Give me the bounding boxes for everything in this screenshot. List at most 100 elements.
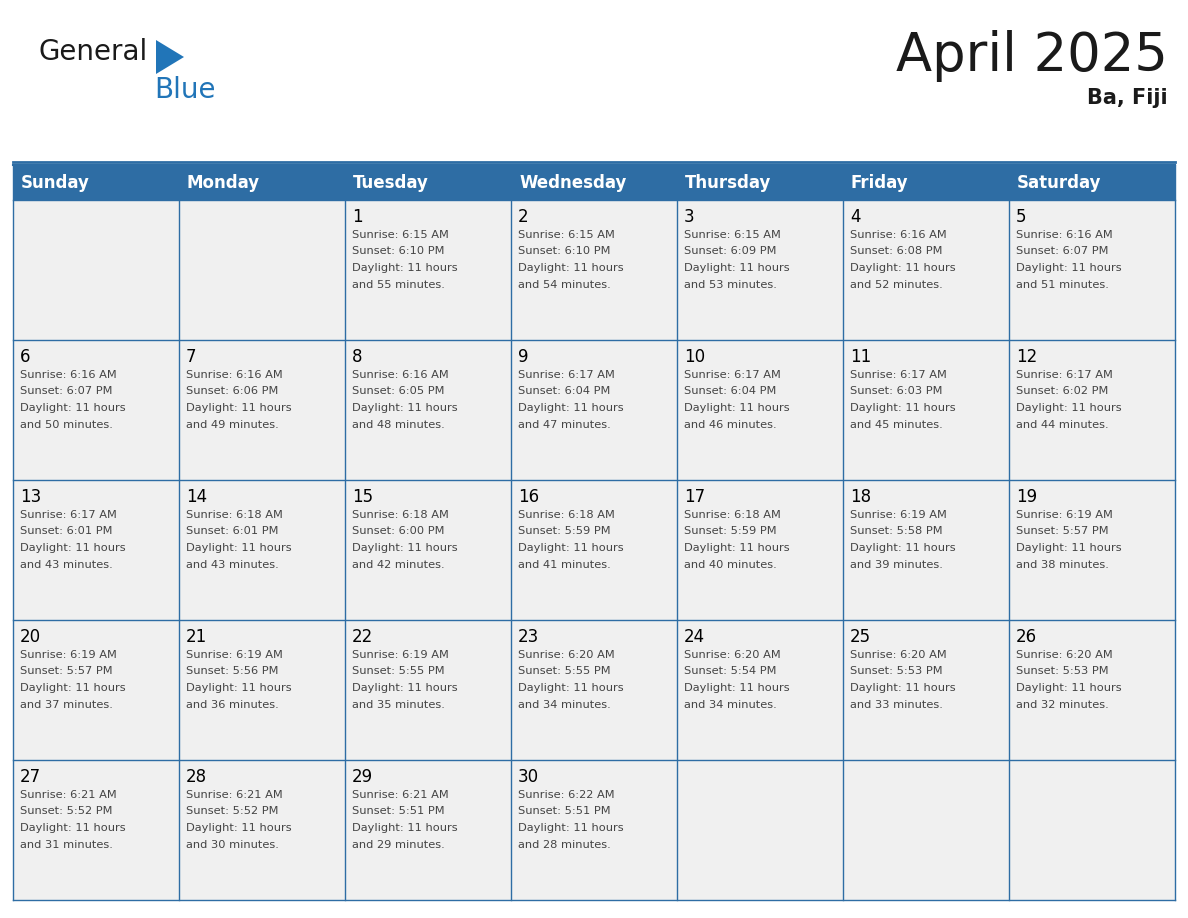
Text: Sunset: 5:57 PM: Sunset: 5:57 PM — [20, 666, 113, 677]
Text: 16: 16 — [518, 488, 539, 506]
Text: Daylight: 11 hours: Daylight: 11 hours — [20, 403, 126, 413]
Text: and 29 minutes.: and 29 minutes. — [352, 839, 444, 849]
Bar — [13, 760, 179, 900]
Text: Daylight: 11 hours: Daylight: 11 hours — [1016, 403, 1121, 413]
Bar — [677, 620, 843, 760]
Text: Sunset: 6:03 PM: Sunset: 6:03 PM — [849, 386, 942, 397]
Text: Wednesday: Wednesday — [519, 174, 626, 192]
Text: Monday: Monday — [187, 174, 260, 192]
Text: 25: 25 — [849, 628, 871, 646]
Text: Sunrise: 6:17 AM: Sunrise: 6:17 AM — [20, 510, 116, 520]
Text: 1: 1 — [352, 208, 362, 226]
Text: Sunrise: 6:17 AM: Sunrise: 6:17 AM — [1016, 370, 1113, 380]
Bar — [13, 620, 179, 760]
Bar — [345, 200, 511, 340]
Text: 20: 20 — [20, 628, 42, 646]
Text: 14: 14 — [187, 488, 207, 506]
Text: Sunset: 6:07 PM: Sunset: 6:07 PM — [20, 386, 113, 397]
Text: Sunset: 6:02 PM: Sunset: 6:02 PM — [1016, 386, 1108, 397]
Text: Sunset: 5:59 PM: Sunset: 5:59 PM — [518, 527, 611, 536]
Text: 22: 22 — [352, 628, 373, 646]
Text: Sunrise: 6:21 AM: Sunrise: 6:21 AM — [187, 790, 283, 800]
Text: Daylight: 11 hours: Daylight: 11 hours — [684, 403, 790, 413]
Text: Blue: Blue — [154, 76, 215, 104]
Text: Daylight: 11 hours: Daylight: 11 hours — [1016, 543, 1121, 553]
Bar — [345, 340, 511, 480]
Text: and 34 minutes.: and 34 minutes. — [684, 700, 777, 710]
Text: Daylight: 11 hours: Daylight: 11 hours — [1016, 683, 1121, 693]
Text: and 36 minutes.: and 36 minutes. — [187, 700, 279, 710]
Text: Friday: Friday — [851, 174, 909, 192]
Bar — [345, 480, 511, 620]
Text: Sunrise: 6:21 AM: Sunrise: 6:21 AM — [20, 790, 116, 800]
Text: and 28 minutes.: and 28 minutes. — [518, 839, 611, 849]
Text: Daylight: 11 hours: Daylight: 11 hours — [518, 823, 624, 833]
Text: Sunrise: 6:21 AM: Sunrise: 6:21 AM — [352, 790, 449, 800]
Text: Daylight: 11 hours: Daylight: 11 hours — [187, 403, 291, 413]
Text: 4: 4 — [849, 208, 860, 226]
Text: and 47 minutes.: and 47 minutes. — [518, 420, 611, 430]
Text: Sunset: 6:00 PM: Sunset: 6:00 PM — [352, 527, 444, 536]
Bar — [511, 200, 677, 340]
Text: 29: 29 — [352, 768, 373, 786]
Text: Sunset: 6:06 PM: Sunset: 6:06 PM — [187, 386, 278, 397]
Bar — [13, 340, 179, 480]
Text: and 41 minutes.: and 41 minutes. — [518, 559, 611, 569]
Text: and 49 minutes.: and 49 minutes. — [187, 420, 279, 430]
Text: Daylight: 11 hours: Daylight: 11 hours — [187, 823, 291, 833]
Text: Sunset: 6:10 PM: Sunset: 6:10 PM — [518, 247, 611, 256]
Bar — [13, 480, 179, 620]
Text: Sunset: 6:05 PM: Sunset: 6:05 PM — [352, 386, 444, 397]
Bar — [677, 760, 843, 900]
Bar — [179, 480, 345, 620]
Text: Sunrise: 6:16 AM: Sunrise: 6:16 AM — [20, 370, 116, 380]
Text: Sunday: Sunday — [21, 174, 90, 192]
Text: 19: 19 — [1016, 488, 1037, 506]
Text: and 32 minutes.: and 32 minutes. — [1016, 700, 1108, 710]
Text: Sunrise: 6:18 AM: Sunrise: 6:18 AM — [187, 510, 283, 520]
Text: Sunrise: 6:18 AM: Sunrise: 6:18 AM — [352, 510, 449, 520]
Text: 10: 10 — [684, 348, 706, 366]
Text: General: General — [38, 38, 147, 66]
Text: Daylight: 11 hours: Daylight: 11 hours — [518, 403, 624, 413]
Bar — [179, 200, 345, 340]
Bar — [511, 340, 677, 480]
Text: Daylight: 11 hours: Daylight: 11 hours — [20, 683, 126, 693]
Text: and 48 minutes.: and 48 minutes. — [352, 420, 444, 430]
Text: Daylight: 11 hours: Daylight: 11 hours — [849, 543, 955, 553]
Text: and 55 minutes.: and 55 minutes. — [352, 279, 444, 289]
Bar — [345, 760, 511, 900]
Text: Sunset: 6:01 PM: Sunset: 6:01 PM — [20, 527, 113, 536]
Text: Sunrise: 6:19 AM: Sunrise: 6:19 AM — [187, 650, 283, 660]
Text: 9: 9 — [518, 348, 529, 366]
Text: Sunset: 6:04 PM: Sunset: 6:04 PM — [684, 386, 777, 397]
Text: Daylight: 11 hours: Daylight: 11 hours — [518, 543, 624, 553]
Text: Sunset: 6:04 PM: Sunset: 6:04 PM — [518, 386, 611, 397]
Text: Daylight: 11 hours: Daylight: 11 hours — [518, 683, 624, 693]
Text: Daylight: 11 hours: Daylight: 11 hours — [352, 543, 457, 553]
Text: Sunrise: 6:18 AM: Sunrise: 6:18 AM — [684, 510, 781, 520]
Text: Sunrise: 6:17 AM: Sunrise: 6:17 AM — [684, 370, 781, 380]
Text: 6: 6 — [20, 348, 31, 366]
Text: Daylight: 11 hours: Daylight: 11 hours — [684, 683, 790, 693]
Text: Sunrise: 6:19 AM: Sunrise: 6:19 AM — [1016, 510, 1113, 520]
Text: Sunrise: 6:17 AM: Sunrise: 6:17 AM — [518, 370, 615, 380]
Text: 11: 11 — [849, 348, 871, 366]
Text: and 33 minutes.: and 33 minutes. — [849, 700, 943, 710]
Text: 21: 21 — [187, 628, 207, 646]
Bar — [843, 760, 1009, 900]
Bar — [511, 620, 677, 760]
Text: Sunrise: 6:19 AM: Sunrise: 6:19 AM — [20, 650, 116, 660]
Text: 12: 12 — [1016, 348, 1037, 366]
Text: Sunrise: 6:16 AM: Sunrise: 6:16 AM — [187, 370, 283, 380]
Text: Saturday: Saturday — [1017, 174, 1101, 192]
Text: Daylight: 11 hours: Daylight: 11 hours — [684, 543, 790, 553]
Text: and 53 minutes.: and 53 minutes. — [684, 279, 777, 289]
Text: 15: 15 — [352, 488, 373, 506]
Text: and 44 minutes.: and 44 minutes. — [1016, 420, 1108, 430]
Text: Daylight: 11 hours: Daylight: 11 hours — [20, 543, 126, 553]
Text: and 43 minutes.: and 43 minutes. — [187, 559, 279, 569]
Bar — [1009, 340, 1175, 480]
Text: Sunset: 5:54 PM: Sunset: 5:54 PM — [684, 666, 777, 677]
Text: Sunrise: 6:22 AM: Sunrise: 6:22 AM — [518, 790, 614, 800]
